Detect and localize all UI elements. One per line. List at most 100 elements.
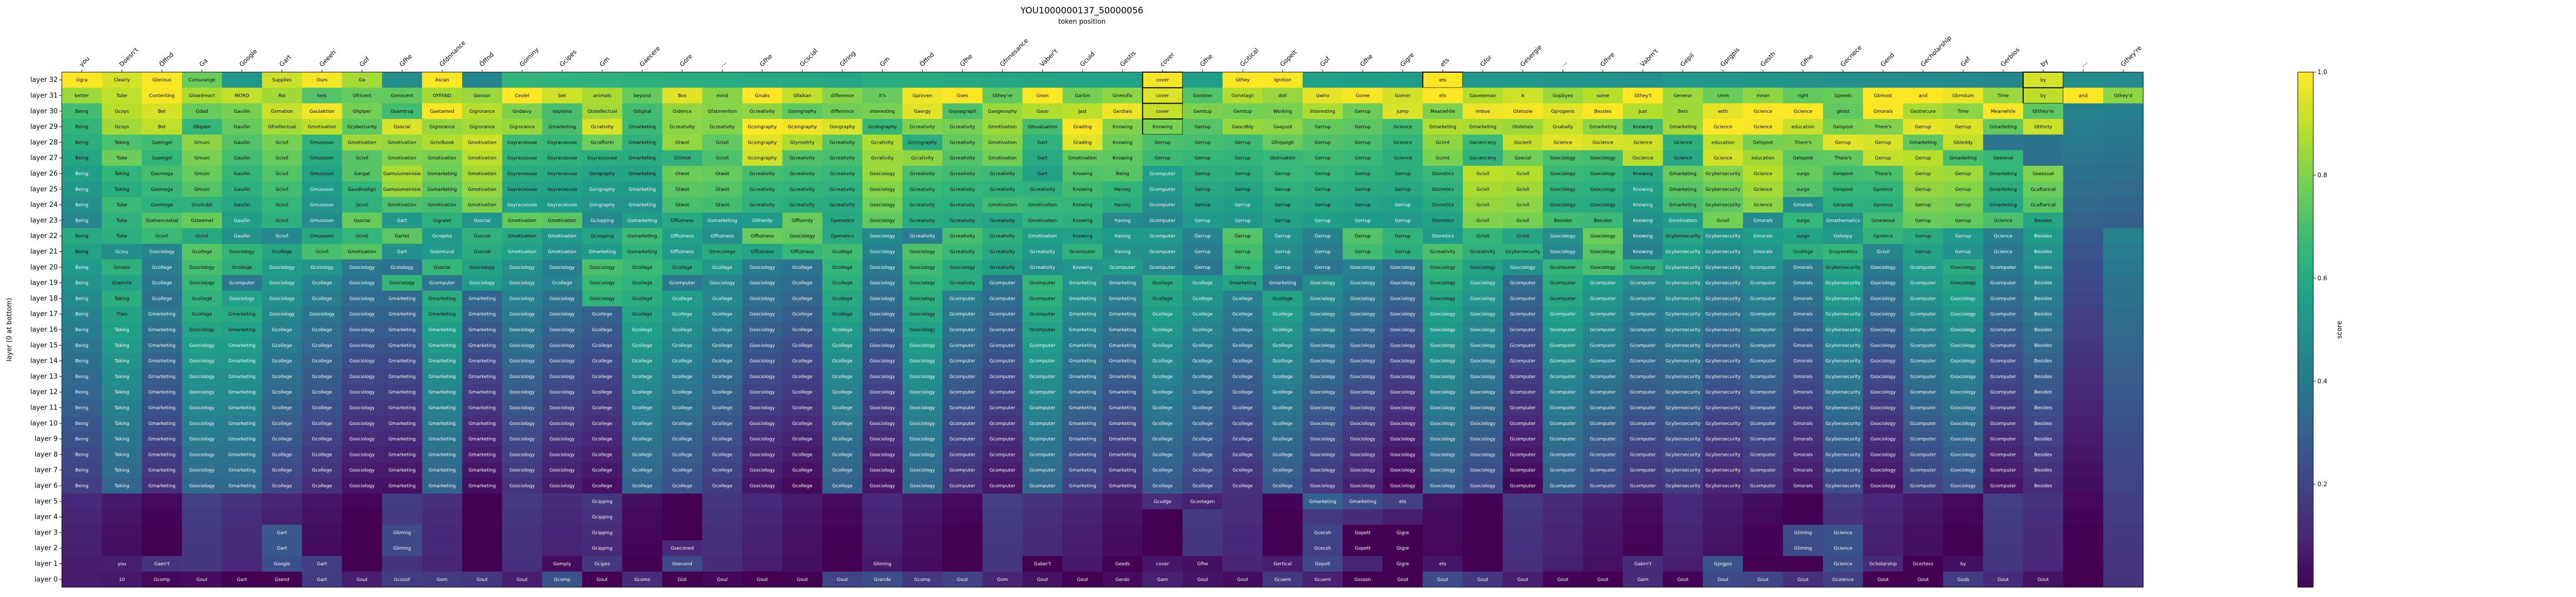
heatmap-cell bbox=[1743, 477, 1784, 494]
heatmap-cell bbox=[502, 103, 543, 120]
heatmap-cell bbox=[2063, 244, 2104, 260]
heatmap-cell bbox=[101, 447, 142, 463]
heatmap-cell bbox=[942, 524, 983, 541]
heatmap-cell-label: Gsociology bbox=[1350, 468, 1376, 473]
x-tick-label: Gigre bbox=[1399, 51, 1416, 68]
heatmap-cell-label: Gerrup bbox=[1955, 218, 1971, 224]
heatmap-cell bbox=[822, 400, 863, 416]
heatmap-cell bbox=[302, 462, 343, 479]
heatmap-cell bbox=[1703, 244, 1743, 260]
y-tick-label: layer 13 bbox=[30, 373, 58, 381]
heatmap-cell bbox=[1623, 447, 1663, 463]
heatmap-cell bbox=[1543, 321, 1583, 338]
heatmap-cell bbox=[1943, 415, 1984, 432]
heatmap-cell bbox=[1223, 415, 1263, 432]
heatmap-cell bbox=[1142, 165, 1183, 182]
heatmap-cell bbox=[902, 431, 943, 447]
heatmap-cell-label: Taking bbox=[114, 484, 129, 489]
heatmap-cell bbox=[542, 291, 583, 306]
heatmap-cell bbox=[1262, 524, 1303, 541]
heatmap-cell-label: Gsociology bbox=[870, 265, 895, 270]
heatmap-cell-label: Gcreativity bbox=[950, 156, 975, 161]
colorbar-swatch bbox=[2298, 294, 2313, 299]
heatmap-cell-label: Gbipien bbox=[193, 125, 211, 130]
heatmap-cell-label: Gelspost bbox=[1833, 172, 1854, 177]
heatmap-cell-label: Gtwot bbox=[715, 203, 729, 208]
heatmap-cell bbox=[662, 244, 703, 260]
heatmap-cell bbox=[1343, 118, 1383, 135]
heatmap-cell bbox=[1502, 275, 1543, 291]
heatmap-cell bbox=[582, 540, 622, 556]
heatmap-cell bbox=[1502, 103, 1543, 120]
heatmap-cell-label: Gartet bbox=[395, 234, 410, 239]
heatmap-cell-label: Gsocial bbox=[473, 249, 490, 254]
heatmap-cell-label: Gcreativity bbox=[750, 203, 775, 208]
heatmap-cell bbox=[1663, 477, 1703, 494]
heatmap-cell-label: you bbox=[117, 562, 126, 567]
heatmap-cell-label: Gsociology bbox=[1350, 328, 1376, 333]
heatmap-cell bbox=[822, 244, 863, 260]
heatmap-cell-label: Gcreativity bbox=[990, 172, 1015, 177]
heatmap-cell bbox=[1182, 275, 1223, 291]
heatmap-cell bbox=[302, 556, 343, 572]
heatmap-cell bbox=[1743, 353, 1784, 369]
heatmap-cell bbox=[1663, 368, 1703, 385]
heatmap-cell bbox=[622, 415, 663, 432]
heatmap-cell bbox=[1343, 524, 1383, 541]
heatmap-cell bbox=[1743, 197, 1784, 213]
heatmap-cell bbox=[502, 524, 543, 541]
heatmap-cell-label: Gprgpis bbox=[1714, 562, 1732, 567]
heatmap-cell bbox=[1703, 306, 1743, 322]
heatmap-cell-label: Gcreativity bbox=[790, 156, 816, 161]
heatmap-cell bbox=[2063, 540, 2104, 556]
heatmap-cell-label: Google bbox=[274, 562, 290, 567]
heatmap-cell-label: Gcollege bbox=[672, 296, 693, 301]
heatmap-cell bbox=[1062, 556, 1103, 572]
heatmap-cell bbox=[142, 165, 182, 182]
heatmap-cell-label: Gcollege bbox=[312, 359, 332, 364]
heatmap-cell bbox=[822, 321, 863, 338]
heatmap-cell bbox=[622, 259, 663, 276]
heatmap-cell-label: Gmorals bbox=[1793, 406, 1813, 411]
heatmap-cell bbox=[182, 509, 223, 525]
heatmap-cell bbox=[262, 197, 302, 213]
heatmap-cell bbox=[462, 181, 502, 197]
colorbar-swatch bbox=[2298, 144, 2313, 150]
heatmap-cell bbox=[342, 400, 382, 416]
heatmap-cell-label: Gcollege bbox=[832, 390, 853, 395]
heatmap-cell bbox=[1783, 197, 1823, 213]
heatmap-cell bbox=[1302, 212, 1343, 229]
heatmap-cell bbox=[1103, 540, 1143, 556]
heatmap-cell-label: Gsociology bbox=[1470, 484, 1496, 489]
heatmap-cell bbox=[542, 321, 583, 338]
heatmap-cell-label: Gmarketing bbox=[629, 187, 656, 192]
heatmap-cell-label: Gmotivation bbox=[468, 156, 496, 161]
heatmap-cell bbox=[1743, 415, 1784, 432]
heatmap-cell-label: Gcsingraphy bbox=[748, 125, 777, 130]
heatmap-cell-label: Gbmost bbox=[1874, 93, 1892, 98]
heatmap-cell bbox=[862, 259, 903, 276]
heatmap-cell bbox=[422, 571, 463, 588]
x-tick-label: Gominy bbox=[518, 46, 540, 68]
heatmap-cell bbox=[1783, 259, 1823, 276]
heatmap-cell bbox=[142, 415, 182, 432]
heatmap-cell-label: Gcybersecurity bbox=[1665, 328, 1701, 333]
heatmap-cell-label: Gsociology bbox=[1350, 484, 1376, 489]
heatmap-cell bbox=[1703, 353, 1743, 369]
heatmap-cell bbox=[302, 368, 343, 385]
heatmap-cell bbox=[702, 306, 743, 322]
heatmap-cell-label: Being bbox=[75, 172, 89, 177]
heatmap-cell-label: Gigre bbox=[1397, 562, 1410, 567]
heatmap-cell bbox=[1422, 540, 1463, 556]
heatmap-cell bbox=[62, 384, 102, 400]
heatmap-cell bbox=[262, 103, 302, 120]
heatmap-cell-label: Gcollege bbox=[632, 296, 653, 301]
heatmap-cell bbox=[622, 118, 663, 135]
x-tick-label: Gcitical bbox=[1239, 47, 1260, 68]
heatmap-cell-label: Gsociology bbox=[1630, 265, 1656, 270]
heatmap-cell-label: Gmarketing bbox=[429, 374, 456, 380]
heatmap-cell bbox=[1543, 477, 1583, 494]
heatmap-cell-label: Gmarketing bbox=[429, 421, 456, 427]
heatmap-cell bbox=[1743, 306, 1784, 322]
heatmap-cell bbox=[422, 462, 463, 479]
